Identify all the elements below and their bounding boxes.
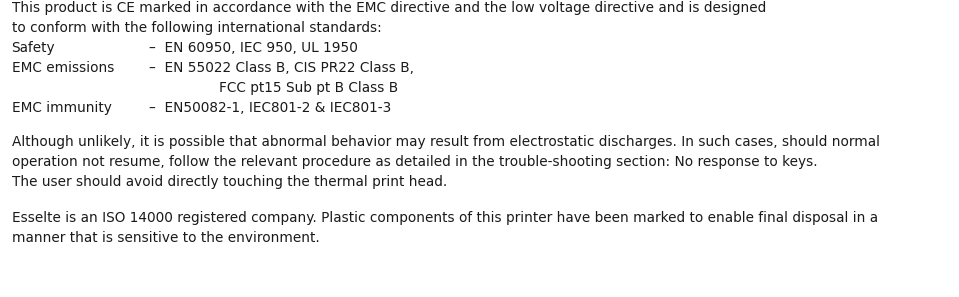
Text: –  EN 60950, IEC 950, UL 1950: – EN 60950, IEC 950, UL 1950 xyxy=(149,41,358,55)
Text: EMC emissions: EMC emissions xyxy=(12,61,114,75)
Text: operation not resume, follow the relevant procedure as detailed in the trouble-s: operation not resume, follow the relevan… xyxy=(12,155,817,169)
Text: –  EN50082-1, IEC801-2 & IEC801-3: – EN50082-1, IEC801-2 & IEC801-3 xyxy=(149,101,391,115)
Text: –  EN 55022 Class B, CIS PR22 Class B,: – EN 55022 Class B, CIS PR22 Class B, xyxy=(149,61,413,75)
Text: Although unlikely, it is possible that abnormal behavior may result from electro: Although unlikely, it is possible that a… xyxy=(12,135,879,149)
Text: This product is CE marked in accordance with the EMC directive and the low volta: This product is CE marked in accordance … xyxy=(12,1,765,15)
Text: Safety: Safety xyxy=(12,41,55,55)
Text: manner that is sensitive to the environment.: manner that is sensitive to the environm… xyxy=(12,231,319,245)
Text: The user should avoid directly touching the thermal print head.: The user should avoid directly touching … xyxy=(12,175,447,189)
Text: to conform with the following international standards:: to conform with the following internatio… xyxy=(12,21,382,35)
Text: Esselte is an ISO 14000 registered company. Plastic components of this printer h: Esselte is an ISO 14000 registered compa… xyxy=(12,211,877,225)
Text: EMC immunity: EMC immunity xyxy=(12,101,111,115)
Text: FCC pt15 Sub pt B Class B: FCC pt15 Sub pt B Class B xyxy=(219,81,398,95)
